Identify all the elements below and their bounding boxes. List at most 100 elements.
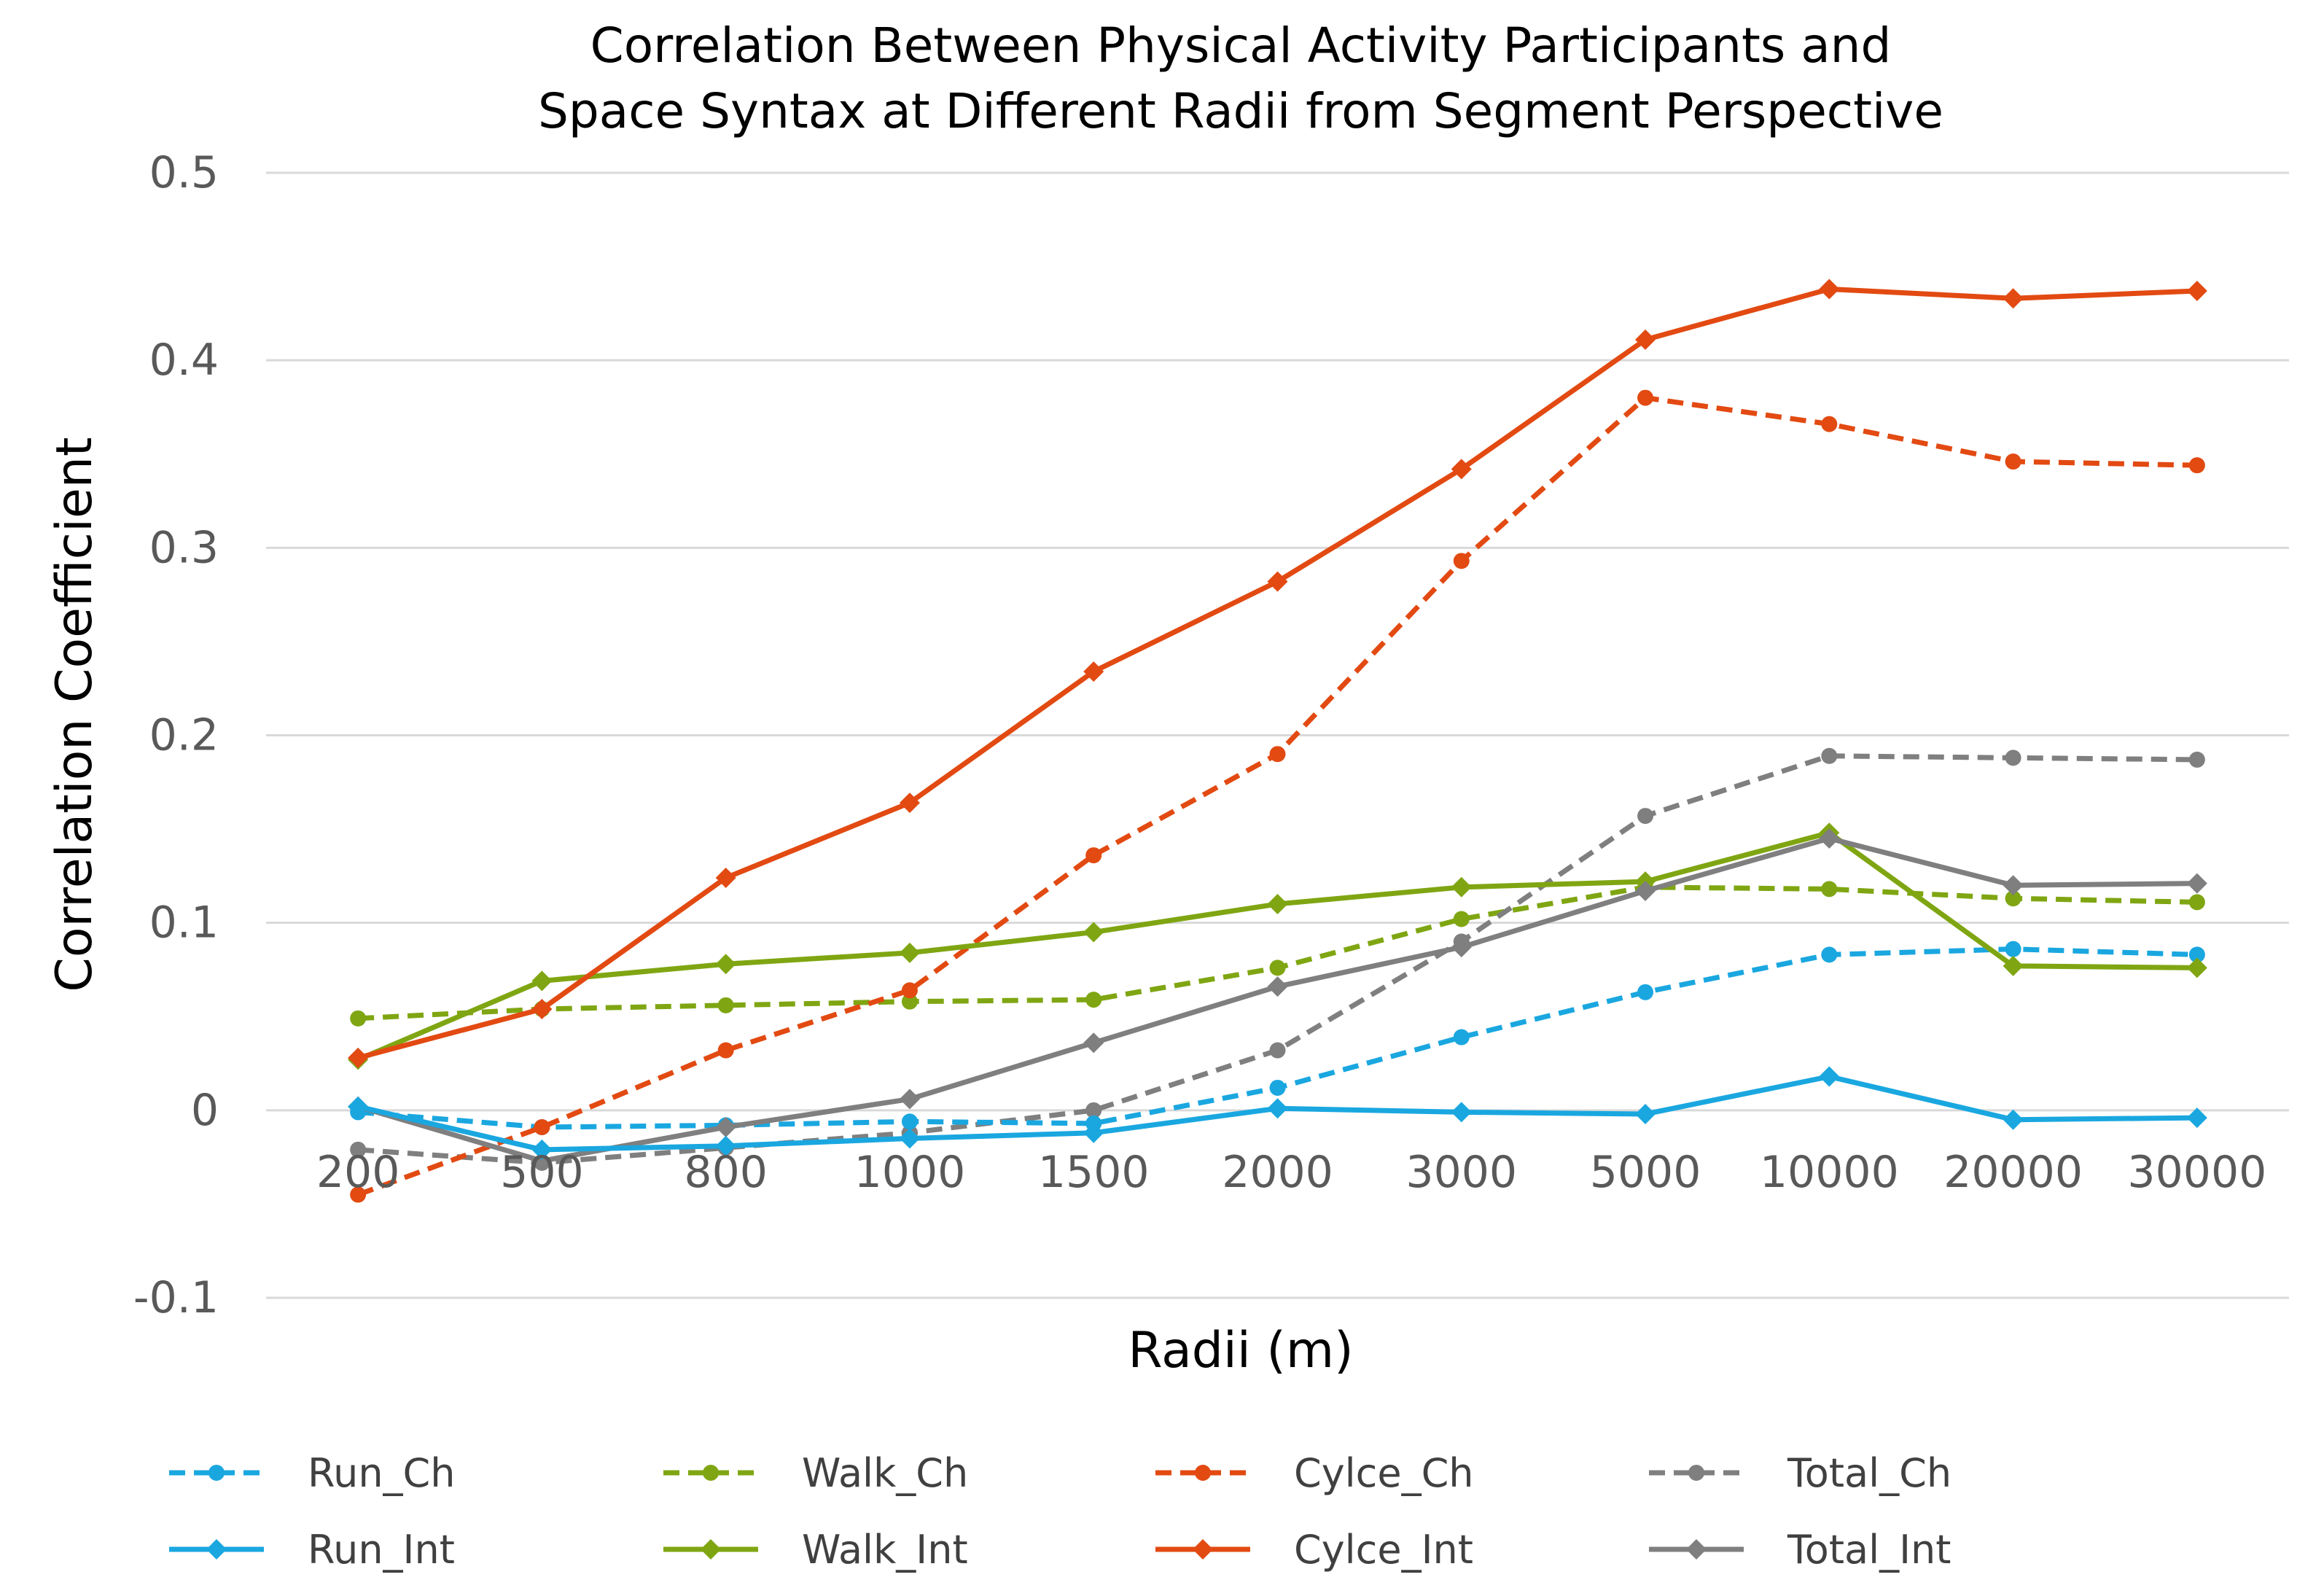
- x-tick-label: 1000: [854, 1147, 966, 1198]
- legend: Run_Ch Walk_Ch Cylce_Ch Total_Ch Run_Int Walk…: [169, 1450, 1951, 1573]
- data-point-run-int: [1635, 1103, 1656, 1124]
- data-point-walk-ch: [350, 1010, 367, 1027]
- y-tick-label: 0.2: [149, 710, 219, 761]
- data-point-cylce-int: [1635, 329, 1656, 350]
- data-point-run-int: [531, 1139, 553, 1160]
- data-point-run-ch: [901, 1113, 918, 1130]
- data-point-cylce-ch: [534, 1118, 550, 1135]
- data-point-cylce-int: [2003, 288, 2024, 309]
- series-cylce-ch: [350, 389, 2205, 1203]
- data-point-cylce-ch: [1821, 416, 1838, 432]
- legend-label: Cylce_Int: [1294, 1527, 1473, 1573]
- data-point-total-int: [899, 1089, 920, 1110]
- series-line-cylce-int: [357, 286, 2198, 1061]
- legend-item-walk-int: Walk_Int: [663, 1527, 968, 1573]
- data-point-run-int: [2003, 1109, 2024, 1130]
- x-axis-ticks: 200 500 800 1000 1500 2000 3000 5000 10000 20000 3…: [316, 1147, 2266, 1198]
- y-tick-label: 0.3: [149, 522, 219, 573]
- data-point-walk-int: [715, 954, 736, 975]
- y-axis-label: Correlation Coefficient: [46, 437, 104, 992]
- legend-item-walk-ch: Walk_Ch: [663, 1450, 968, 1496]
- series-total-int: [348, 828, 2207, 1172]
- data-point-walk-ch: [717, 997, 734, 1013]
- data-point-cylce-ch: [1269, 746, 1286, 763]
- legend-marker: [1686, 1539, 1707, 1560]
- y-axis-ticks: -0.1 0 0.1 0.2 0.3 0.4 0.5: [133, 147, 219, 1323]
- data-point-total-ch: [1637, 808, 1654, 825]
- data-point-cylce-int: [1451, 459, 1472, 480]
- data-point-run-int: [1451, 1102, 1472, 1123]
- data-point-cylce-int: [899, 793, 920, 814]
- y-tick-label: 0.4: [149, 335, 219, 386]
- data-point-run-int: [1083, 1122, 1104, 1143]
- data-point-walk-int: [1267, 893, 1288, 914]
- data-point-walk-ch: [2188, 894, 2205, 911]
- x-tick-label: 20000: [1943, 1147, 2083, 1198]
- data-point-run-int: [2186, 1108, 2207, 1129]
- data-point-cylce-int: [1267, 571, 1288, 592]
- data-point-walk-ch: [1821, 881, 1838, 898]
- x-tick-label: 3000: [1405, 1147, 1517, 1198]
- legend-marker: [206, 1539, 227, 1560]
- data-point-cylce-ch: [2188, 457, 2205, 474]
- data-point-run-ch: [2005, 941, 2021, 957]
- x-axis-label: Radii (m): [1128, 1322, 1353, 1379]
- data-point-walk-ch: [1269, 959, 1286, 976]
- data-point-cylce-int: [715, 867, 736, 888]
- y-tick-label: 0.5: [149, 147, 219, 198]
- data-point-total-int: [531, 1151, 553, 1172]
- data-point-walk-int: [531, 970, 553, 992]
- data-point-total-ch: [2005, 750, 2021, 766]
- legend-item-cylce-ch: Cylce_Ch: [1155, 1450, 1474, 1496]
- legend-marker: [208, 1465, 225, 1481]
- data-point-total-int: [1267, 976, 1288, 997]
- data-point-run-ch: [1637, 984, 1654, 1000]
- data-point-total-ch: [2188, 751, 2205, 768]
- y-tick-label: -0.1: [133, 1272, 219, 1323]
- data-point-cylce-ch: [901, 982, 918, 999]
- data-point-cylce-int: [1083, 661, 1104, 682]
- data-point-walk-int: [1451, 876, 1472, 898]
- series-cylce-int: [348, 279, 2207, 1068]
- legend-label: Walk_Int: [802, 1527, 968, 1573]
- data-point-cylce-int: [1819, 279, 1840, 300]
- data-point-total-int: [1819, 828, 1840, 849]
- y-tick-label: 0: [191, 1085, 219, 1136]
- series-line-cylce-ch: [356, 395, 2197, 1197]
- data-point-total-ch: [1821, 747, 1838, 764]
- data-point-walk-ch: [901, 993, 918, 1010]
- y-tick-label: 0.1: [149, 898, 219, 949]
- data-point-run-ch: [1453, 1029, 1470, 1046]
- legend-label: Total_Ch: [1787, 1450, 1951, 1496]
- data-point-run-int: [715, 1135, 736, 1156]
- data-point-cylce-int: [348, 1047, 369, 1068]
- data-point-walk-ch: [1085, 992, 1102, 1008]
- data-point-run-int: [1819, 1066, 1840, 1087]
- data-point-total-int: [2186, 873, 2207, 894]
- series-walk-int: [348, 822, 2207, 1070]
- gridlines: [266, 171, 2289, 1299]
- x-tick-label: 30000: [2127, 1147, 2266, 1198]
- data-point-total-ch: [350, 1141, 367, 1158]
- x-tick-label: 800: [684, 1147, 768, 1198]
- data-point-run-int: [348, 1096, 369, 1117]
- legend-marker: [1195, 1465, 1211, 1481]
- chart-title-line-1: Correlation Between Physical Activity Pa…: [590, 17, 1892, 74]
- data-point-total-int: [1635, 880, 1656, 901]
- data-point-cylce-ch: [350, 1186, 367, 1203]
- legend-label: Run_Ch: [308, 1450, 455, 1496]
- data-point-run-int: [1267, 1098, 1288, 1119]
- data-point-walk-ch: [1453, 911, 1470, 927]
- legend-item-run-ch: Run_Ch: [169, 1450, 455, 1496]
- data-point-run-int: [899, 1128, 920, 1149]
- data-point-cylce-int: [531, 998, 553, 1019]
- data-point-walk-int: [1083, 922, 1104, 943]
- data-point-cylce-ch: [717, 1042, 734, 1059]
- data-point-cylce-ch: [2005, 454, 2021, 470]
- series-layer: [348, 279, 2207, 1203]
- legend-item-cylce-int: Cylce_Int: [1155, 1527, 1473, 1573]
- data-point-cylce-ch: [1453, 553, 1470, 569]
- series-run-int: [348, 1066, 2207, 1160]
- data-point-total-int: [715, 1116, 736, 1137]
